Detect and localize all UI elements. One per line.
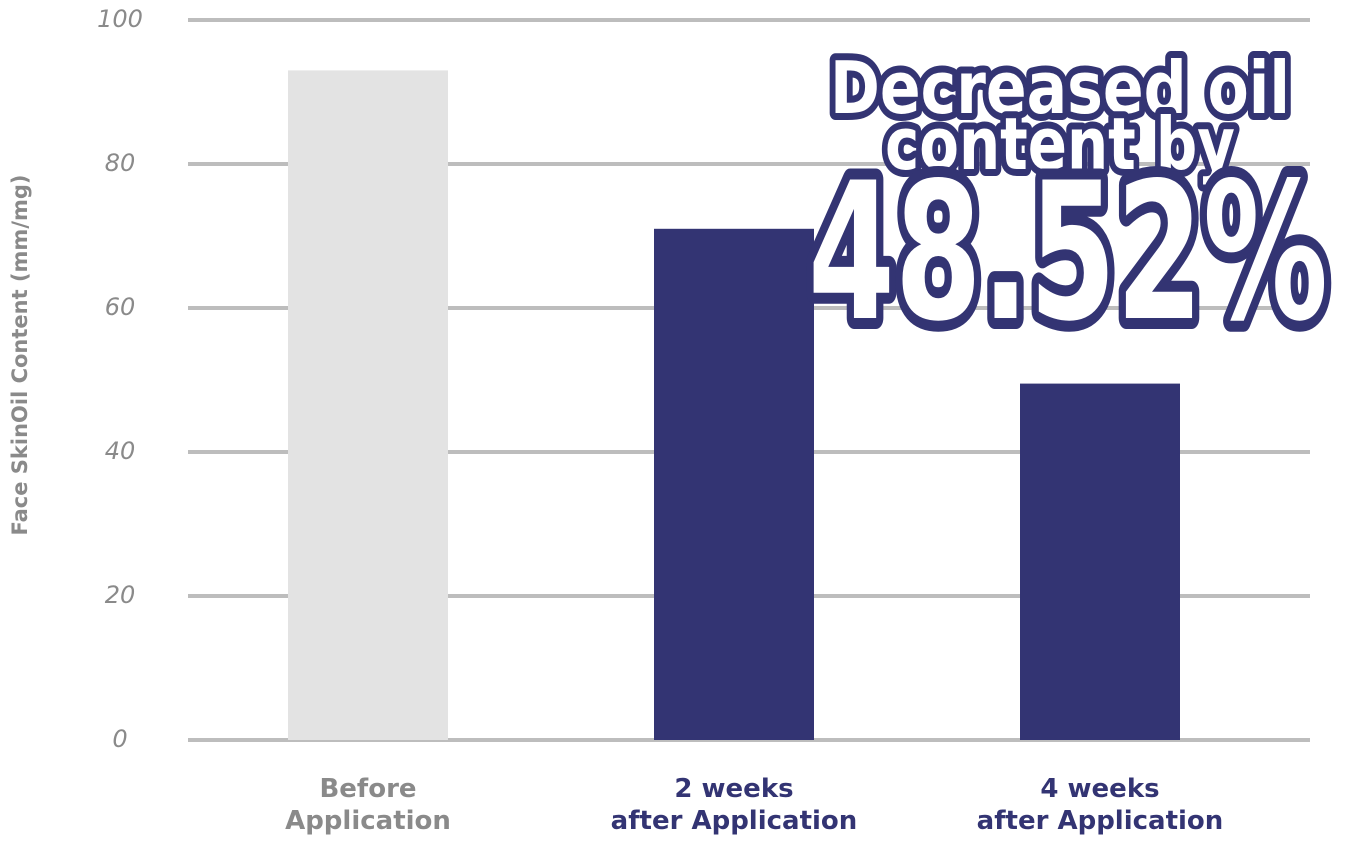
x-tick-label: 4 weeks — [1040, 774, 1159, 804]
y-tick-label: 0 — [112, 725, 127, 753]
annotation-text: Decreased oil — [830, 46, 1290, 130]
annotation-text: content by — [885, 102, 1235, 186]
x-tick-label: after Application — [611, 806, 858, 836]
x-tick-label: Before — [319, 774, 416, 804]
bar — [288, 70, 448, 740]
annotation-highlight: 48.52% — [808, 142, 1328, 363]
x-tick-label: 2 weeks — [674, 774, 793, 804]
y-tick-label: 60 — [105, 293, 136, 321]
y-tick-label: 20 — [105, 581, 136, 609]
bar — [1020, 383, 1180, 740]
x-tick-label: after Application — [977, 806, 1224, 836]
x-tick-label: Application — [285, 806, 451, 836]
y-tick-label: 80 — [105, 149, 136, 177]
y-axis-label: Face SkinOil Content (mm/mg) — [8, 175, 32, 536]
bar — [654, 228, 814, 741]
y-tick-label: 40 — [105, 437, 136, 465]
y-tick-label: 100 — [97, 5, 143, 33]
